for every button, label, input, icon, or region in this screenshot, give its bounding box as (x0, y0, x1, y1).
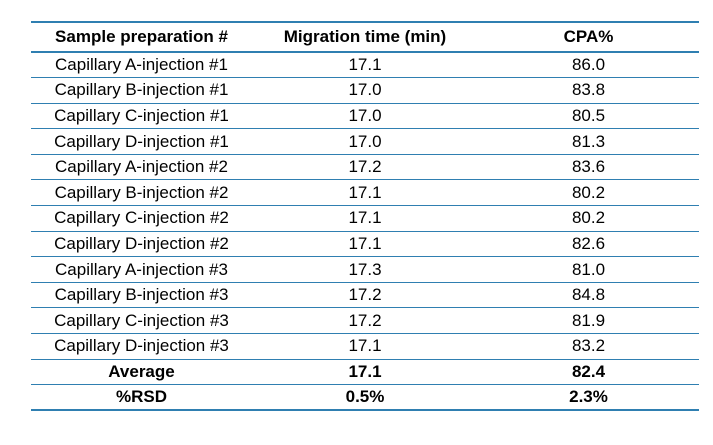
rsd-migration-time: 0.5% (345, 387, 385, 407)
cell-migration-time: 17.2 (348, 285, 382, 305)
cell-migration-time: 17.1 (348, 208, 382, 228)
header-sample-preparation: Sample preparation # (55, 27, 228, 46)
cell-cpa: 80.2 (571, 182, 606, 202)
cell-migration-time: 17.2 (348, 310, 382, 330)
rsd-label: %RSD (115, 387, 167, 407)
cell-sample: Capillary A-injection #2 (55, 157, 228, 177)
cell-cpa: 80.2 (571, 208, 606, 228)
cell-sample: Capillary B-injection #3 (54, 285, 229, 305)
table-row: Capillary B-injection #3 17.2 84.8 (31, 282, 699, 308)
cell-migration-time: 17.1 (348, 336, 382, 356)
cell-sample: Capillary D-injection #2 (54, 233, 229, 253)
table-row: Capillary B-injection #2 17.1 80.2 (31, 180, 699, 206)
table-body: Capillary A-injection #1 17.1 86.0 Capil… (31, 52, 699, 411)
header-migration-time: Migration time (min) (283, 27, 447, 46)
cell-cpa: 81.9 (571, 310, 606, 330)
cell-cpa: 81.0 (571, 259, 606, 279)
cell-migration-time: 17.1 (348, 182, 382, 202)
header-row: Sample preparation # Migration time (min… (31, 22, 699, 52)
cell-cpa: 82.6 (571, 233, 606, 253)
table-row: Capillary D-injection #3 17.1 83.2 (31, 334, 699, 360)
cell-migration-time: 17.0 (348, 131, 382, 151)
cell-cpa: 83.2 (571, 336, 606, 356)
cell-sample: Capillary D-injection #1 (54, 131, 229, 151)
cell-migration-time: 17.3 (348, 259, 382, 279)
cell-sample: Capillary D-injection #3 (54, 336, 229, 356)
cell-cpa: 84.8 (571, 285, 606, 305)
results-table: Sample preparation # Migration time (min… (31, 21, 699, 411)
average-cpa: 82.4 (571, 361, 606, 381)
cell-cpa: 81.3 (571, 131, 606, 151)
cell-migration-time: 17.0 (348, 105, 382, 125)
rsd-row: %RSD 0.5% 2.3% (31, 385, 699, 411)
cell-sample: Capillary C-injection #3 (54, 310, 229, 330)
cell-sample: Capillary C-injection #1 (54, 105, 229, 125)
table-row: Capillary D-injection #2 17.1 82.6 (31, 231, 699, 257)
cell-cpa: 80.5 (571, 105, 606, 125)
cell-cpa: 83.6 (571, 157, 606, 177)
table-row: Capillary C-injection #1 17.0 80.5 (31, 103, 699, 129)
cell-migration-time: 17.0 (348, 80, 382, 100)
table-row: Capillary B-injection #1 17.0 83.8 (31, 78, 699, 104)
table-row: Capillary C-injection #2 17.1 80.2 (31, 206, 699, 232)
table-header: Sample preparation # Migration time (min… (31, 22, 699, 52)
average-migration-time: 17.1 (348, 361, 382, 381)
cell-migration-time: 17.1 (348, 233, 382, 253)
cell-cpa: 86.0 (571, 55, 606, 75)
average-row: Average 17.1 82.4 (31, 359, 699, 385)
cell-sample: Capillary C-injection #2 (54, 208, 229, 228)
cell-migration-time: 17.2 (348, 157, 382, 177)
average-label: Average (108, 361, 175, 381)
cell-cpa: 83.8 (571, 80, 606, 100)
table-row: Capillary A-injection #3 17.3 81.0 (31, 257, 699, 283)
header-cpa-percent: CPA% (563, 27, 614, 46)
table-row: Capillary C-injection #3 17.2 81.9 (31, 308, 699, 334)
table-row: Capillary D-injection #1 17.0 81.3 (31, 129, 699, 155)
cell-sample: Capillary B-injection #2 (54, 182, 229, 202)
cell-sample: Capillary A-injection #3 (55, 259, 228, 279)
cell-sample: Capillary A-injection #1 (55, 55, 228, 75)
table-row: Capillary A-injection #1 17.1 86.0 (31, 52, 699, 78)
cell-migration-time: 17.1 (348, 55, 382, 75)
cell-sample: Capillary B-injection #1 (54, 80, 229, 100)
table-row: Capillary A-injection #2 17.2 83.6 (31, 154, 699, 180)
rsd-cpa: 2.3% (569, 387, 608, 407)
results-table-container: Sample preparation # Migration time (min… (31, 21, 699, 411)
